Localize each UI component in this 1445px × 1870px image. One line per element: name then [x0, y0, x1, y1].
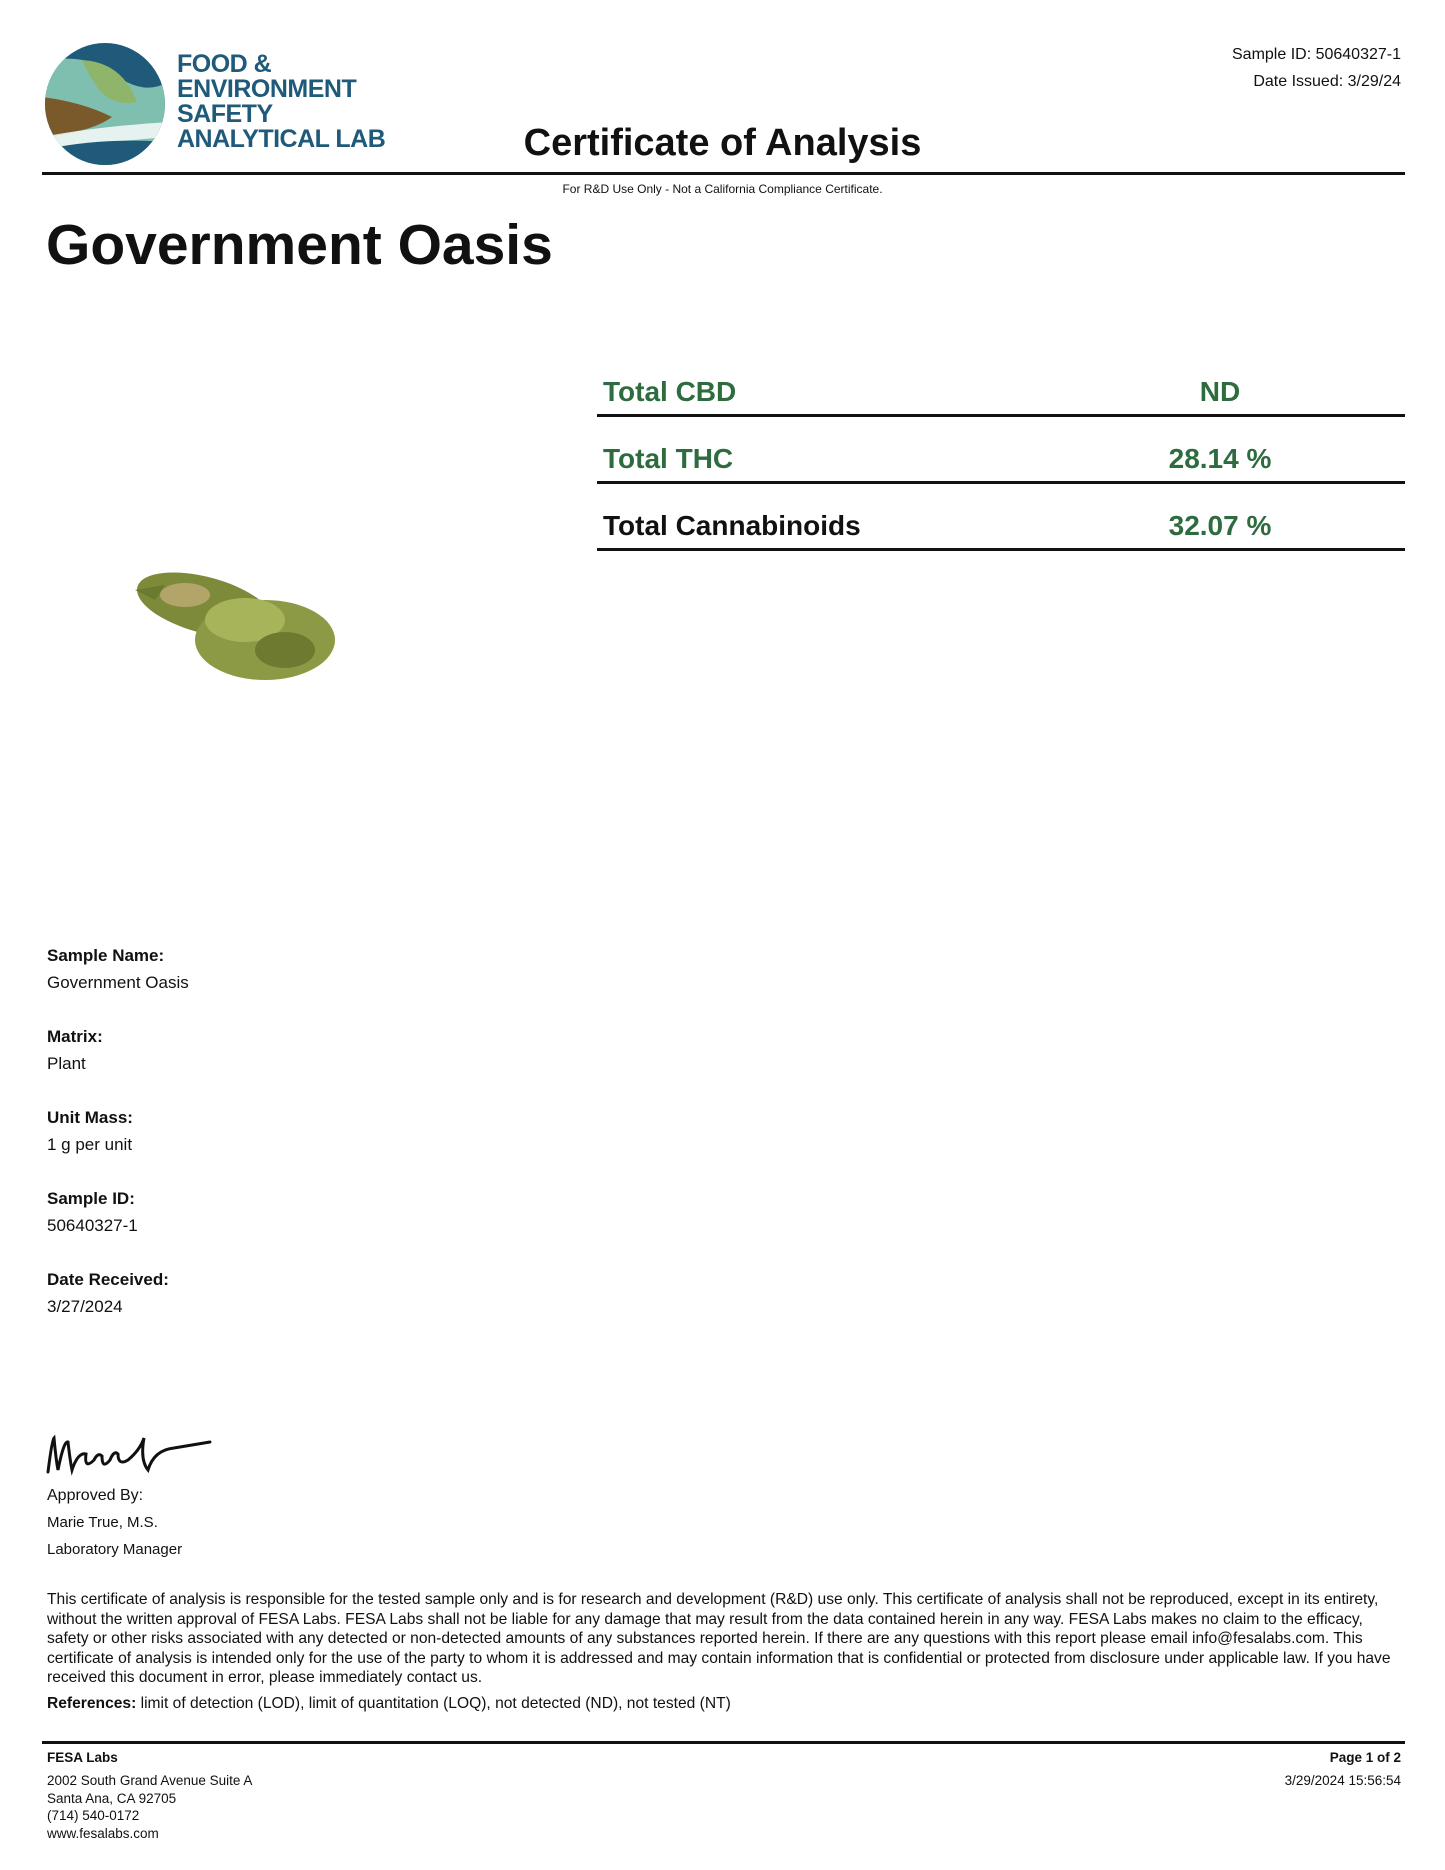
footer-website-link[interactable]: www.fesalabs.com — [47, 1825, 159, 1841]
logo-mark-icon — [45, 43, 165, 165]
references: References: limit of detection (LOD), li… — [47, 1694, 1407, 1714]
references-label: References: — [47, 1695, 137, 1712]
page-number: Page 1 of 2 — [1329, 1750, 1401, 1765]
summary-value: 28.14 % — [1168, 443, 1272, 474]
product-name: Government Oasis — [46, 213, 553, 277]
field-label: Sample Name: — [47, 946, 165, 965]
logo-text-line: ENVIRONMENT — [177, 75, 357, 103]
footer-divider — [42, 1741, 1405, 1744]
footer-address-line: 2002 South Grand Avenue Suite A — [47, 1773, 253, 1788]
summary-row-thc: Total THC 28.14 % — [597, 437, 1405, 484]
signature-image — [46, 1434, 212, 1476]
footer-address-line: Santa Ana, CA 92705 — [47, 1790, 177, 1806]
logo-text-line: SAFETY — [177, 100, 273, 128]
sample-name-field: Sample Name: Government Oasis — [47, 946, 189, 993]
summary-label: Total THC — [603, 443, 734, 474]
logo-text-line: ANALYTICAL LAB — [177, 125, 386, 153]
header-date-issued: Date Issued: 3/29/24 — [1253, 73, 1401, 90]
summary-label: Total CBD — [603, 376, 737, 407]
header-sample-id: Sample ID: 50640327-1 — [1232, 46, 1401, 63]
disclaimer-text: This certificate of analysis is responsi… — [47, 1591, 1391, 1686]
field-value: 1 g per unit — [47, 1135, 133, 1154]
field-label: Matrix: — [47, 1027, 103, 1046]
field-value: 50640327-1 — [47, 1216, 138, 1235]
summary-label: Total Cannabinoids — [603, 510, 861, 541]
page-title: Certificate of Analysis — [523, 122, 922, 164]
product-photo — [135, 572, 335, 680]
field-label: Unit Mass: — [47, 1108, 133, 1127]
sample-id-field: Sample ID: 50640327-1 — [47, 1189, 138, 1236]
footer-company: FESA Labs — [47, 1750, 118, 1765]
field-value: 3/27/2024 — [47, 1297, 123, 1316]
logo-text-line: FOOD & — [177, 50, 272, 78]
field-value: Plant — [47, 1054, 86, 1073]
field-label: Date Received: — [47, 1270, 169, 1289]
approver-role: Laboratory Manager — [47, 1541, 183, 1558]
summary-value: 32.07 % — [1168, 510, 1272, 541]
approved-by-label: Approved By: — [47, 1487, 144, 1504]
date-received-field: Date Received: 3/27/2024 — [47, 1270, 169, 1317]
summary-value: ND — [1199, 376, 1241, 407]
approver-name: Marie True, M.S. — [47, 1514, 158, 1531]
lab-logo: FOOD & ENVIRONMENT SAFETY ANALYTICAL LAB — [42, 42, 392, 166]
header-subtitle: For R&D Use Only - Not a California Comp… — [562, 182, 883, 196]
references-text: limit of detection (LOD), limit of quant… — [136, 1695, 731, 1712]
footer-timestamp: 3/29/2024 15:56:54 — [1284, 1773, 1401, 1788]
field-value: Government Oasis — [47, 973, 189, 992]
summary-row-cbd: Total CBD ND — [597, 370, 1405, 417]
header-divider — [42, 172, 1405, 175]
matrix-field: Matrix: Plant — [47, 1027, 103, 1074]
footer-address: 2002 South Grand Avenue Suite A Santa An… — [47, 1772, 252, 1842]
footer-phone: (714) 540-0172 — [47, 1808, 140, 1823]
summary-row-total-cannabinoids: Total Cannabinoids 32.07 % — [597, 504, 1405, 551]
field-label: Sample ID: — [47, 1189, 135, 1208]
unit-mass-field: Unit Mass: 1 g per unit — [47, 1108, 133, 1155]
